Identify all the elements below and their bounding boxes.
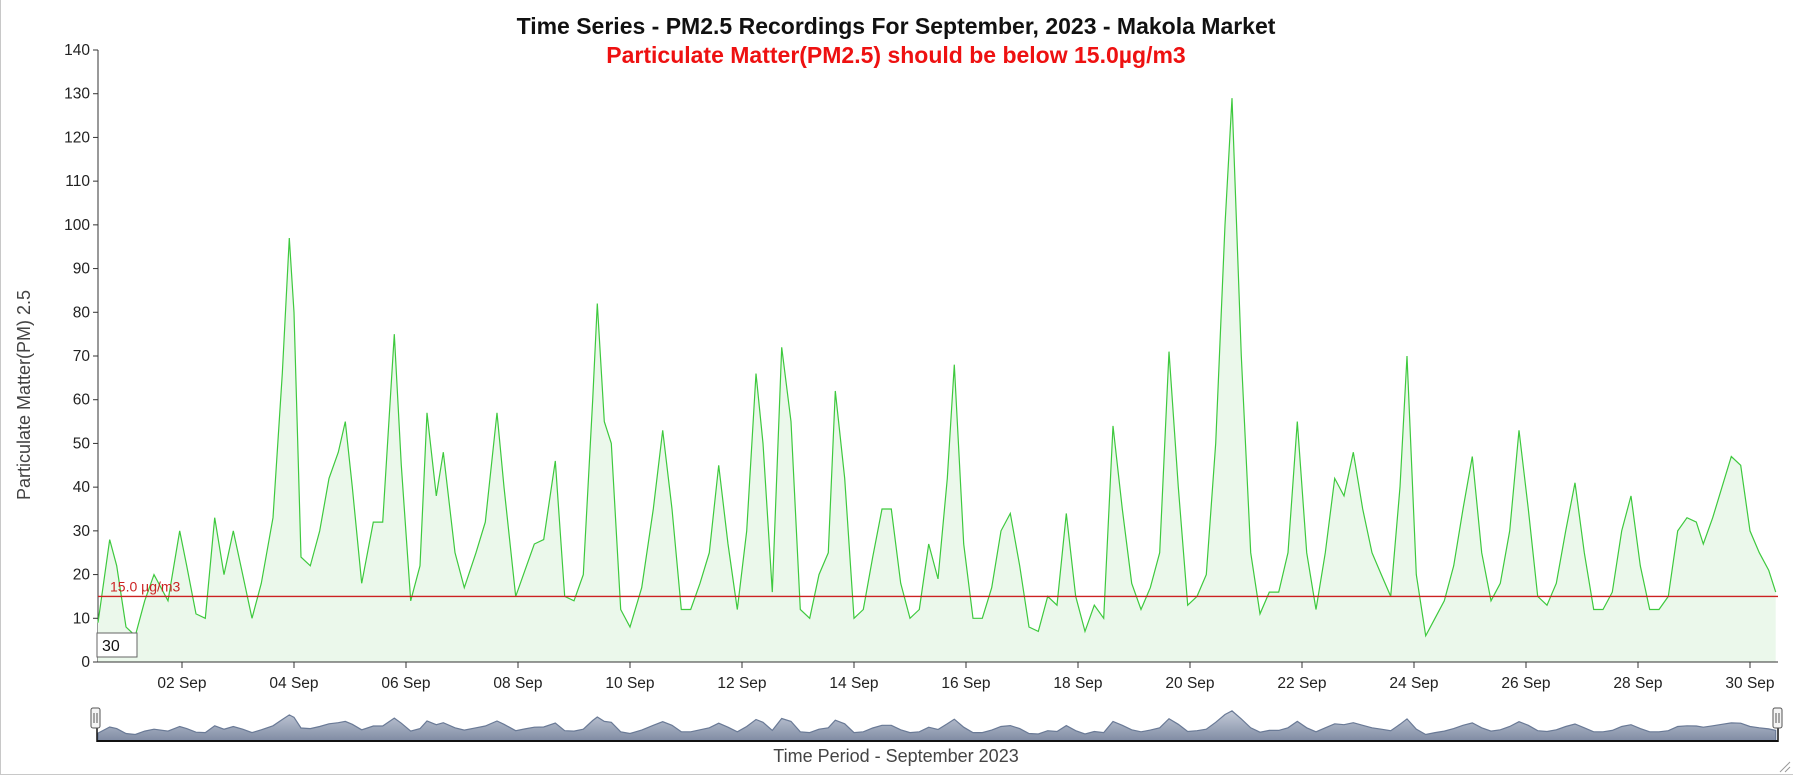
x-tick-label: 18 Sep xyxy=(1053,675,1102,692)
window-left-edge xyxy=(0,0,1,775)
x-tick-label: 02 Sep xyxy=(157,675,206,692)
y-tick-label: 120 xyxy=(64,129,90,146)
y-tick-label: 50 xyxy=(73,435,91,452)
x-tick-label: 14 Sep xyxy=(829,675,878,692)
range-navigator[interactable] xyxy=(90,707,1783,742)
pm25-series-line xyxy=(97,98,1777,638)
x-axis-title: Time Period - September 2023 xyxy=(773,746,1018,766)
chart-subtitle: Particulate Matter(PM2.5) should be belo… xyxy=(606,42,1185,68)
x-tick-label: 12 Sep xyxy=(717,675,766,692)
x-tick-label: 08 Sep xyxy=(493,675,542,692)
x-tick-label: 26 Sep xyxy=(1501,675,1550,692)
y-tick-label: 70 xyxy=(73,348,91,365)
x-tick-label: 30 Sep xyxy=(1725,675,1774,692)
y-tick-label: 90 xyxy=(73,261,91,278)
x-tick-label: 06 Sep xyxy=(381,675,430,692)
navigator-area xyxy=(97,710,1777,742)
y-tick-label: 60 xyxy=(73,392,91,409)
window-size-box[interactable] xyxy=(96,632,138,658)
y-tick-label: 110 xyxy=(65,173,90,190)
window-size-input[interactable]: 30 xyxy=(96,632,138,658)
resize-grip-icon[interactable] xyxy=(1779,761,1791,773)
y-tick-label: 40 xyxy=(73,479,91,496)
pm25-area-fill xyxy=(98,98,1776,663)
x-tick-label: 16 Sep xyxy=(941,675,990,692)
y-tick-label: 30 xyxy=(73,523,91,540)
y-axis-ticks: 0 10 20 30 40 50 60 70 80 90 100 110 120 130 140 xyxy=(64,42,98,671)
y-axis-title: Particulate Matter(PM) 2.5 xyxy=(14,290,34,500)
x-tick-label: 04 Sep xyxy=(269,675,318,692)
y-tick-label: 10 xyxy=(73,610,91,627)
y-tick-label: 80 xyxy=(73,304,91,321)
x-axis-ticks: 02 Sep 04 Sep 06 Sep 08 Sep 10 Sep 12 Sep 14 S… xyxy=(157,662,1775,692)
chart-title: Time Series - PM2.5 Recordings For Septe… xyxy=(517,13,1276,39)
y-tick-label: 0 xyxy=(81,654,90,671)
y-tick-label: 140 xyxy=(64,42,90,59)
y-tick-label: 130 xyxy=(64,86,90,103)
x-tick-label: 24 Sep xyxy=(1389,675,1438,692)
x-tick-label: 22 Sep xyxy=(1277,675,1326,692)
grip-handle-icon[interactable] xyxy=(1772,707,1783,729)
threshold-label: 15.0 µg/m3 xyxy=(110,578,181,594)
y-tick-label: 20 xyxy=(73,567,91,584)
x-tick-label: 10 Sep xyxy=(605,675,654,692)
window-size-value[interactable]: 30 xyxy=(102,638,120,655)
grip-handle-icon[interactable] xyxy=(90,707,101,729)
y-tick-label: 100 xyxy=(64,217,90,234)
x-tick-label: 20 Sep xyxy=(1165,675,1214,692)
x-tick-label: 28 Sep xyxy=(1613,675,1662,692)
plot-area: 15.0 µg/m3 xyxy=(97,98,1778,663)
